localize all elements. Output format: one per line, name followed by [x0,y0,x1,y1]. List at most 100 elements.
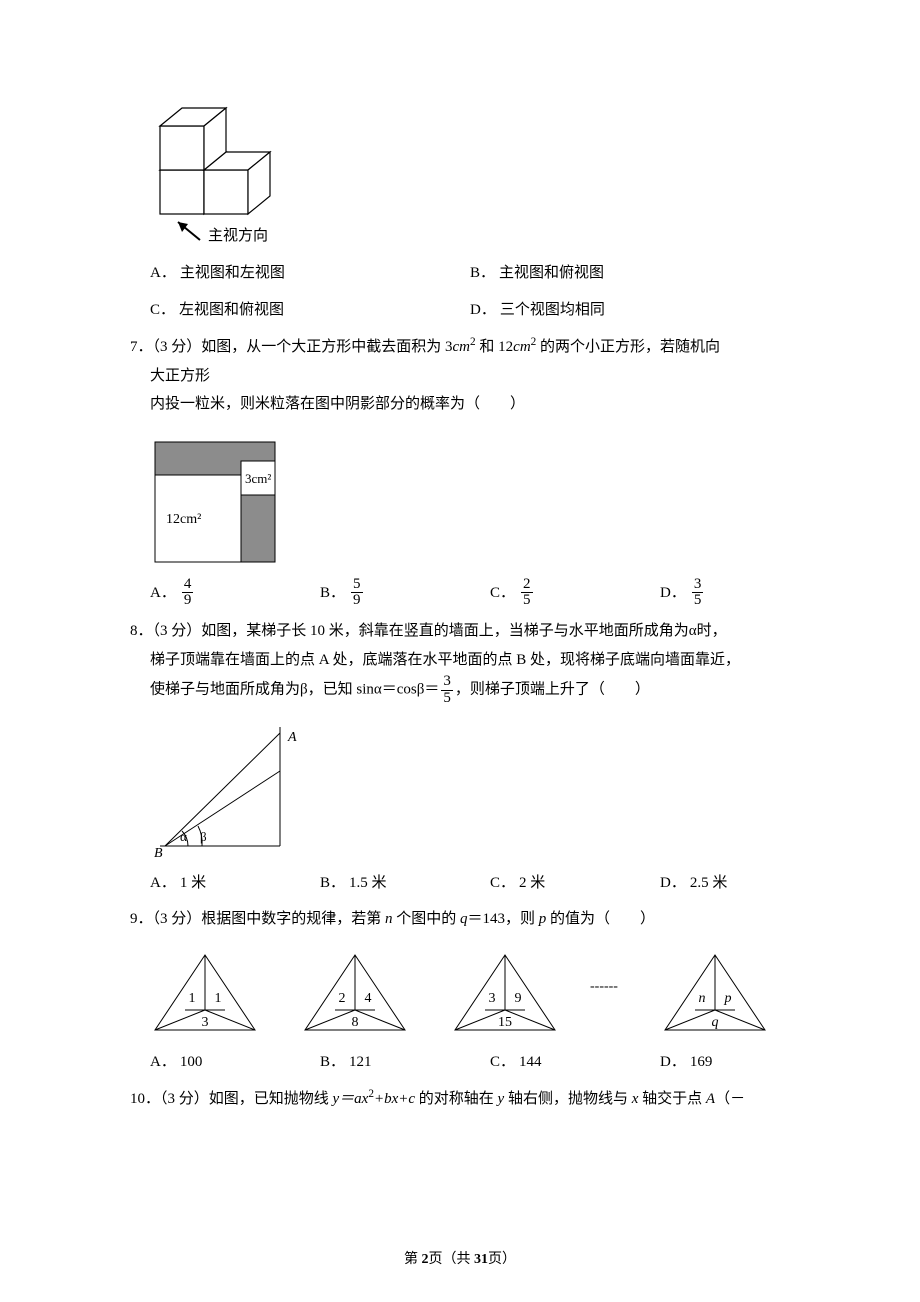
svg-text:n: n [699,991,706,1006]
opt-text: 144 [519,1048,542,1077]
opt-text: 121 [349,1048,372,1077]
svg-text:3: 3 [202,1015,209,1030]
q7-line2a: 大正方形 [130,362,810,391]
cubes-label: 主视方向 [208,227,268,244]
page-footer: 第 2页（共 31页） [0,1247,920,1274]
q9-q: q [460,911,468,927]
q10-t5: （－ [715,1091,745,1107]
ladder-svg: A B α β [150,721,320,861]
opt-prev-B: B． 主视图和俯视图 [470,259,604,288]
opt-text: 1 米 [180,869,206,898]
question-10: 10．（3 分）如图，已知抛物线 y＝ax2+bx+c 的对称轴在 y 轴右侧，… [130,1084,810,1114]
figure-cubes: 主视方向 [150,100,810,245]
opt-text: 1.5 米 [349,869,387,898]
opt-label: D． [660,579,686,608]
q8-line3: 使梯子与地面所成角为β，已知 sinα＝cosβ＝35，则梯子顶端上升了（ ） [130,674,810,707]
q7-line2b: 内投一粒米，则米粒落在图中阴影部分的概率为（ ） [130,390,810,419]
opt-prev-A: A． 主视图和左视图 [150,259,470,288]
figure-ladder: A B α β [150,721,810,861]
opt-8B: B．1.5 米 [320,869,490,898]
q8-text-1: 8．（3 分）如图，某梯子长 10 米，斜靠在竖直的墙面上，当梯子与水平地面所成… [130,623,727,639]
opt-text: 主视图和俯视图 [499,259,604,288]
q10-t2: 的对称轴在 [415,1091,498,1107]
q10-A: A [706,1091,715,1107]
opt-text: 169 [690,1048,713,1077]
opt-label: B． [470,259,495,288]
q7-text-3: 的两个小正方形，若随机向 [536,339,720,355]
footer-current: 2 [422,1252,429,1267]
ladder-beta: β [200,829,207,844]
cubes-svg: 主视方向 [150,100,310,245]
q7-options: A． 49 B． 59 C． 25 D． 35 [150,577,810,610]
opt-9B: B．121 [320,1048,490,1077]
svg-text:8: 8 [352,1015,359,1030]
q9-options: A．100 B．121 C．144 D．169 [150,1048,810,1077]
ladder-B: B [154,846,163,861]
triangle-3: 3 9 15 [455,955,555,1030]
opt-7A: A． 49 [150,577,320,610]
exam-page: 主视方向 A． 主视图和左视图 B． 主视图和俯视图 C． 左视图和俯视图 D．… [0,0,920,1302]
q8-line2: 梯子顶端靠在墙面上的点 A 处，底端落在水平地面的点 B 处，现将梯子底端向墙面… [130,646,810,675]
q-prev-options-row2: C． 左视图和俯视图 D． 三个视图均相同 [150,296,810,325]
q9-t4: 的值为（ ） [546,911,655,927]
opt-text: 100 [180,1048,203,1077]
ladder-A: A [287,730,297,745]
opt-9C: C．144 [490,1048,660,1077]
q9-t2: 个图中的 [393,911,461,927]
q10-t3: 轴右侧，抛物线与 [504,1091,632,1107]
opt-9D: D．169 [660,1048,712,1077]
opt-label: C． [490,579,515,608]
frac: 35 [441,674,453,707]
opt-text: 2 米 [519,869,545,898]
triangle-2: 2 4 8 [305,955,405,1030]
q7-text-1: 7．（3 分）如图，从一个大正方形中截去面积为 3 [130,339,453,355]
q8-options: A．1 米 B．1.5 米 C．2 米 D．2.5 米 [150,869,810,898]
svg-text:3: 3 [489,991,496,1006]
opt-label: A． [150,259,176,288]
q8-l3-post: ，则梯子顶端上升了（ ） [455,682,650,698]
triangle-1: 1 1 3 [155,955,255,1030]
svg-text:1: 1 [215,991,222,1006]
ladder-alpha: α [180,829,187,844]
frac: 59 [351,577,363,610]
svg-text:q: q [712,1015,719,1030]
q8-l3-pre: 使梯子与地面所成角为β，已知 sinα＝cosβ＝ [150,682,439,698]
opt-label: C． [150,296,175,325]
frac: 35 [692,577,704,610]
opt-text: 主视图和左视图 [180,259,285,288]
opt-9A: A．100 [150,1048,320,1077]
dots: ------ [590,979,618,994]
opt-8C: C．2 米 [490,869,660,898]
svg-text:9: 9 [515,991,522,1006]
frac: 25 [521,577,533,610]
q-prev-options-row1: A． 主视图和左视图 B． 主视图和俯视图 [150,259,810,288]
opt-text: 左视图和俯视图 [179,296,284,325]
opt-prev-D: D． 三个视图均相同 [470,296,605,325]
question-9: 9．（3 分）根据图中数字的规律，若第 n 个图中的 q＝143，则 p 的值为… [130,905,810,934]
figure-squares: 3cm² 12cm² [150,437,810,567]
sq-big-label: 12cm² [166,512,201,527]
q10-t1: 10．（3 分）如图，已知抛物线 [130,1091,333,1107]
figure-triangles: 1 1 3 2 4 8 3 9 15 [150,950,810,1040]
opt-text: 2.5 米 [690,869,728,898]
q10-eq1: y＝ax [333,1091,369,1107]
opt-label: A． [150,579,176,608]
opt-label: B． [320,579,345,608]
svg-text:p: p [724,991,732,1006]
triangles-svg: 1 1 3 2 4 8 3 9 15 [150,950,790,1040]
q10-eq2: +bx+c [374,1091,415,1107]
q7-unit1: cm [453,339,471,355]
q9-n: n [385,911,393,927]
opt-text: 三个视图均相同 [500,296,605,325]
q9-t1: 9．（3 分）根据图中数字的规律，若第 [130,911,385,927]
opt-7D: D． 35 [660,577,705,610]
triangle-n: n p q [665,955,765,1030]
opt-8D: D．2.5 米 [660,869,727,898]
q9-t3: ＝143，则 [468,911,539,927]
svg-text:2: 2 [339,991,346,1006]
squares-svg: 3cm² 12cm² [150,437,300,567]
opt-label: D． [470,296,496,325]
sq-small-label: 3cm² [245,471,271,486]
opt-8A: A．1 米 [150,869,320,898]
opt-prev-C: C． 左视图和俯视图 [150,296,470,325]
